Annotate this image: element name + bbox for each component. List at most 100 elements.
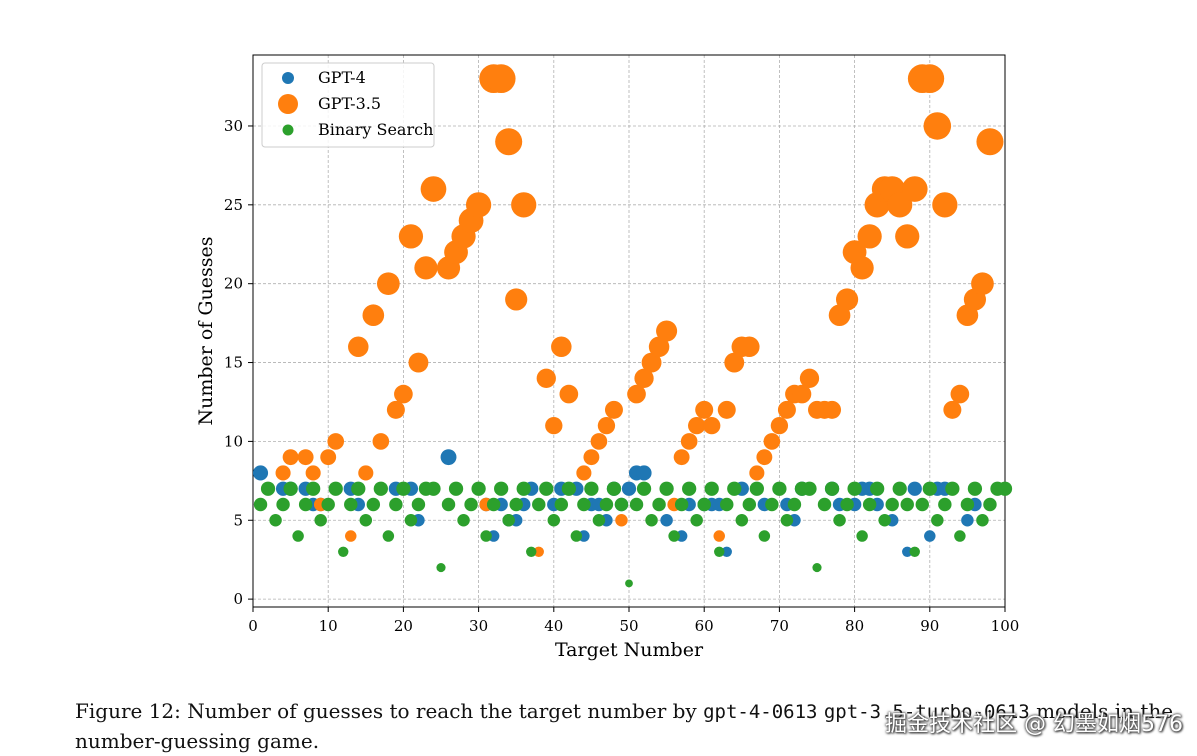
binary-search-point bbox=[976, 514, 989, 527]
binary-search-point bbox=[532, 497, 546, 512]
binary-search-point bbox=[909, 546, 920, 557]
binary-search-point bbox=[997, 481, 1013, 496]
gpt-3-5-point bbox=[348, 336, 369, 358]
binary-search-point bbox=[847, 481, 862, 496]
gpt-3-5-point bbox=[763, 433, 781, 450]
gpt-3-5-point bbox=[297, 449, 314, 466]
gpt-3-5-point bbox=[950, 384, 970, 404]
gpt-4-point bbox=[907, 481, 922, 496]
binary-search-point bbox=[652, 497, 666, 512]
binary-search-point bbox=[366, 497, 381, 512]
binary-search-point bbox=[938, 497, 952, 512]
x-tick-label: 20 bbox=[394, 617, 413, 635]
binary-search-point bbox=[516, 481, 531, 496]
figure-caption: Figure 12: Number of guesses to reach th… bbox=[75, 697, 1175, 756]
binary-search-point bbox=[592, 514, 606, 527]
binary-search-point bbox=[885, 497, 899, 512]
binary-search-point bbox=[833, 514, 846, 527]
gpt-3-5-point bbox=[680, 433, 698, 450]
binary-search-point bbox=[931, 514, 944, 527]
binary-search-point bbox=[668, 530, 680, 542]
binary-search-point bbox=[742, 497, 757, 512]
binary-search-point bbox=[344, 497, 358, 512]
binary-search-point bbox=[554, 497, 569, 512]
watermark: 掘金技术社区 @ 幻墨如烟576 bbox=[885, 712, 1183, 737]
gpt-3-5-point bbox=[976, 128, 1004, 156]
y-tick-label: 25 bbox=[224, 196, 243, 214]
legend-marker-binary-search bbox=[282, 124, 294, 136]
binary-search-point bbox=[292, 530, 304, 542]
gpt-3-5-point bbox=[713, 530, 725, 542]
scatter-chart: 0 10 20 30 40 50 60 70 80 90 100 0 5 10 15 20 25 30 Target… bbox=[195, 54, 1020, 661]
binary-search-point bbox=[727, 481, 742, 496]
gpt-3-5-point bbox=[486, 64, 516, 94]
gpt-4-point bbox=[961, 514, 974, 527]
binary-search-point bbox=[749, 481, 764, 496]
x-tick-label: 50 bbox=[619, 617, 638, 635]
binary-search-point bbox=[373, 481, 388, 496]
x-axis-label: Target Number bbox=[555, 639, 704, 661]
binary-search-point bbox=[457, 514, 470, 527]
gpt-3-5-point bbox=[799, 368, 820, 388]
x-tick-label: 10 bbox=[319, 617, 338, 635]
binary-search-point bbox=[359, 514, 373, 527]
gpt-4-point bbox=[440, 449, 457, 466]
x-tick-label: 100 bbox=[991, 617, 1020, 635]
gpt-3-5-point bbox=[320, 449, 337, 466]
gpt-3-5-point bbox=[887, 192, 913, 218]
gpt-3-5-point bbox=[345, 530, 357, 542]
binary-search-point bbox=[509, 497, 523, 512]
gpt-3-5-point bbox=[770, 416, 789, 435]
gpt-3-5-point bbox=[724, 352, 745, 373]
legend-label-gpt-4: GPT-4 bbox=[318, 68, 366, 87]
y-axis-label: Number of Guesses bbox=[195, 236, 217, 425]
gpt-3-5-point bbox=[576, 465, 592, 481]
gpt-3-5-point bbox=[358, 465, 374, 481]
binary-search-point bbox=[471, 481, 486, 496]
binary-search-point bbox=[690, 514, 703, 527]
binary-search-point bbox=[645, 514, 658, 527]
binary-search-point bbox=[967, 481, 983, 496]
binary-search-point bbox=[780, 514, 794, 527]
binary-search-point bbox=[682, 481, 697, 496]
binary-search-point bbox=[276, 497, 290, 512]
binary-search-point bbox=[448, 481, 464, 496]
binary-search-point bbox=[714, 546, 725, 557]
binary-search-point bbox=[870, 481, 885, 496]
gpt-3-5-point bbox=[695, 400, 714, 419]
binary-search-point bbox=[441, 497, 456, 512]
gpt-4-point bbox=[924, 530, 936, 542]
gpt-3-5-point bbox=[656, 320, 678, 342]
gpt-3-5-point bbox=[505, 288, 528, 311]
gpt-3-5-point bbox=[823, 400, 842, 419]
gpt-3-5-point bbox=[377, 272, 400, 296]
binary-search-point bbox=[396, 481, 411, 496]
gpt-3-5-point bbox=[756, 449, 773, 466]
gpt-3-5-point bbox=[932, 192, 958, 218]
binary-search-point bbox=[945, 481, 960, 496]
binary-search-point bbox=[351, 481, 366, 496]
gpt-3-5-point bbox=[641, 352, 662, 373]
binary-search-point bbox=[954, 530, 966, 542]
binary-search-point bbox=[697, 497, 711, 512]
binary-search-point bbox=[636, 481, 652, 496]
binary-search-point bbox=[426, 481, 441, 496]
binary-search-point bbox=[411, 497, 426, 512]
binary-search-point bbox=[606, 481, 622, 496]
binary-search-point bbox=[765, 497, 779, 512]
gpt-3-5-point bbox=[739, 336, 760, 358]
x-tick-label: 30 bbox=[469, 617, 488, 635]
binary-search-point bbox=[960, 497, 975, 512]
binary-search-point bbox=[539, 481, 554, 496]
gpt-3-5-point bbox=[943, 400, 962, 419]
gpt-3-5-point bbox=[305, 465, 321, 481]
binary-search-point bbox=[526, 546, 537, 557]
gpt-3-5-point bbox=[327, 433, 345, 450]
gpt-3-5-point bbox=[717, 400, 736, 419]
binary-search-point bbox=[659, 481, 674, 496]
binary-search-point bbox=[561, 481, 576, 496]
gpt-3-5-point bbox=[971, 272, 994, 296]
binary-search-point bbox=[253, 497, 268, 512]
binary-search-point bbox=[382, 530, 395, 542]
y-tick-label: 15 bbox=[224, 354, 243, 372]
